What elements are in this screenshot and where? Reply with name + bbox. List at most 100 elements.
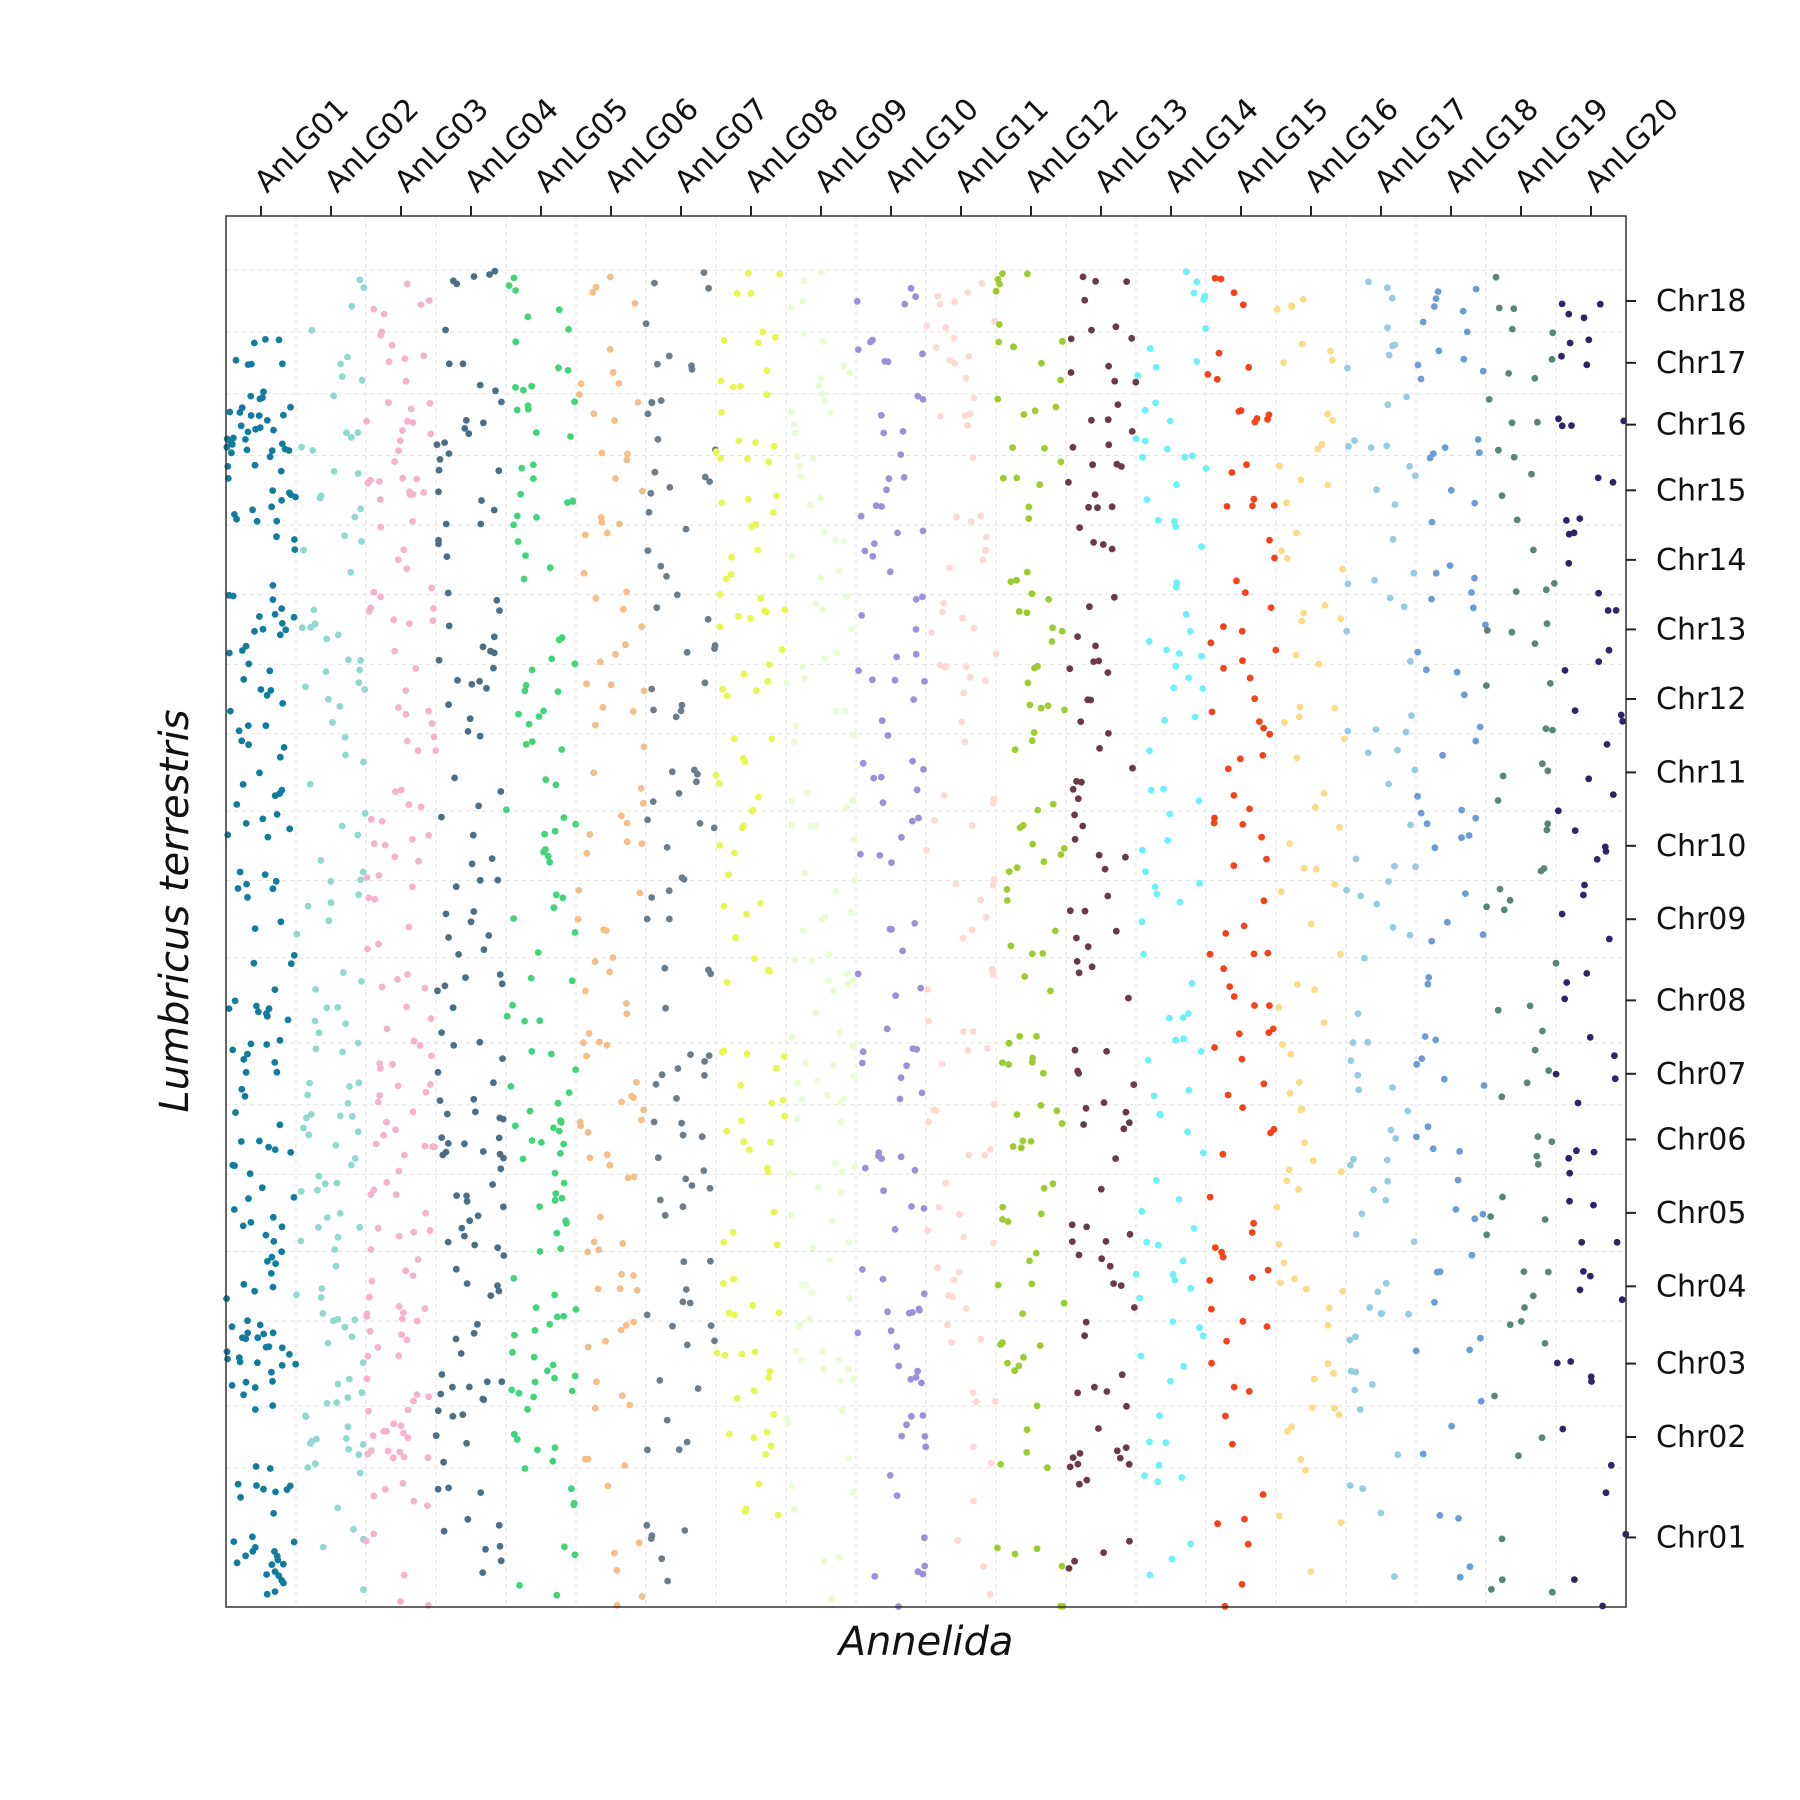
data-point [745, 269, 752, 277]
data-point [279, 360, 286, 368]
data-point [1392, 1135, 1400, 1142]
data-point [1471, 574, 1478, 582]
data-point [356, 276, 364, 284]
data-point [924, 1227, 931, 1234]
data-point [722, 575, 730, 583]
data-point [653, 604, 661, 612]
y-tick-label: Chr14 [1656, 543, 1746, 578]
data-point [276, 753, 284, 761]
data-point [982, 546, 989, 554]
data-point [999, 1059, 1006, 1067]
data-point [835, 1554, 843, 1561]
data-point [746, 1146, 753, 1153]
data-point [733, 290, 741, 297]
data-point [1552, 1070, 1560, 1078]
data-point [754, 546, 762, 554]
data-point [302, 1413, 310, 1420]
data-point [1311, 986, 1318, 994]
data-point [1585, 336, 1593, 344]
data-point [1485, 396, 1493, 403]
data-point [238, 404, 246, 412]
data-point [1250, 1219, 1257, 1227]
data-point [346, 1083, 353, 1090]
data-point [286, 1350, 293, 1358]
data-point [1026, 701, 1034, 709]
data-point [305, 1131, 313, 1139]
data-point [755, 793, 762, 801]
data-point [1287, 1050, 1295, 1058]
data-point [342, 1020, 349, 1027]
data-point [1458, 834, 1465, 842]
data-point [559, 894, 567, 902]
data-point [445, 701, 452, 709]
data-point [344, 353, 351, 361]
data-point [403, 1003, 410, 1011]
data-point [1146, 1571, 1154, 1579]
data-point [275, 336, 283, 344]
data-point [302, 683, 309, 691]
data-point [1080, 1121, 1087, 1128]
data-point [915, 814, 922, 822]
data-point [239, 1222, 247, 1230]
data-point [737, 383, 744, 390]
data-point [1324, 1360, 1332, 1368]
data-point [552, 781, 560, 789]
data-point [1523, 1079, 1531, 1087]
data-point [826, 1256, 833, 1264]
data-point [1483, 626, 1491, 634]
data-point [630, 1173, 638, 1181]
data-point [414, 747, 422, 754]
data-point [1079, 822, 1087, 830]
data-point [406, 491, 414, 499]
data-point [903, 1062, 910, 1070]
data-point [1091, 491, 1099, 498]
data-point [918, 1379, 925, 1387]
data-point [1060, 845, 1068, 852]
data-point [1273, 305, 1281, 313]
data-point [1222, 1412, 1229, 1420]
data-point [1354, 1010, 1362, 1018]
data-point [849, 1042, 857, 1050]
data-point [358, 376, 366, 384]
data-point [755, 1480, 763, 1488]
data-point [1013, 576, 1020, 584]
data-point [1372, 726, 1380, 733]
data-point [327, 877, 335, 885]
data-point [795, 1323, 803, 1331]
data-point [825, 951, 833, 958]
data-point [635, 1539, 643, 1547]
data-point [1073, 958, 1081, 965]
data-point [380, 1131, 387, 1139]
data-point [1541, 1216, 1549, 1223]
data-point [378, 328, 386, 336]
data-point [1087, 696, 1095, 704]
data-point [1095, 657, 1103, 665]
data-point [239, 1334, 246, 1342]
data-point [616, 520, 623, 528]
data-point [1364, 1038, 1372, 1046]
data-point [1463, 328, 1471, 336]
data-point [472, 1108, 479, 1116]
data-point [383, 1118, 390, 1126]
data-point [1495, 446, 1502, 454]
data-point [799, 297, 807, 305]
data-point [717, 454, 725, 462]
data-point [530, 475, 537, 482]
data-point [553, 1591, 561, 1599]
data-point [300, 546, 307, 554]
data-point [829, 1217, 836, 1225]
data-point [765, 966, 772, 974]
data-point [469, 831, 477, 839]
data-point [731, 849, 738, 857]
data-point [1470, 604, 1477, 612]
data-point [951, 298, 959, 305]
data-point [1239, 1317, 1247, 1325]
data-point [394, 556, 402, 564]
data-point [325, 695, 332, 703]
data-point [644, 1446, 651, 1454]
data-point [783, 679, 790, 687]
data-point [465, 1383, 473, 1391]
data-point [1498, 1576, 1506, 1584]
data-point [1331, 1405, 1338, 1412]
data-point [905, 1309, 913, 1317]
